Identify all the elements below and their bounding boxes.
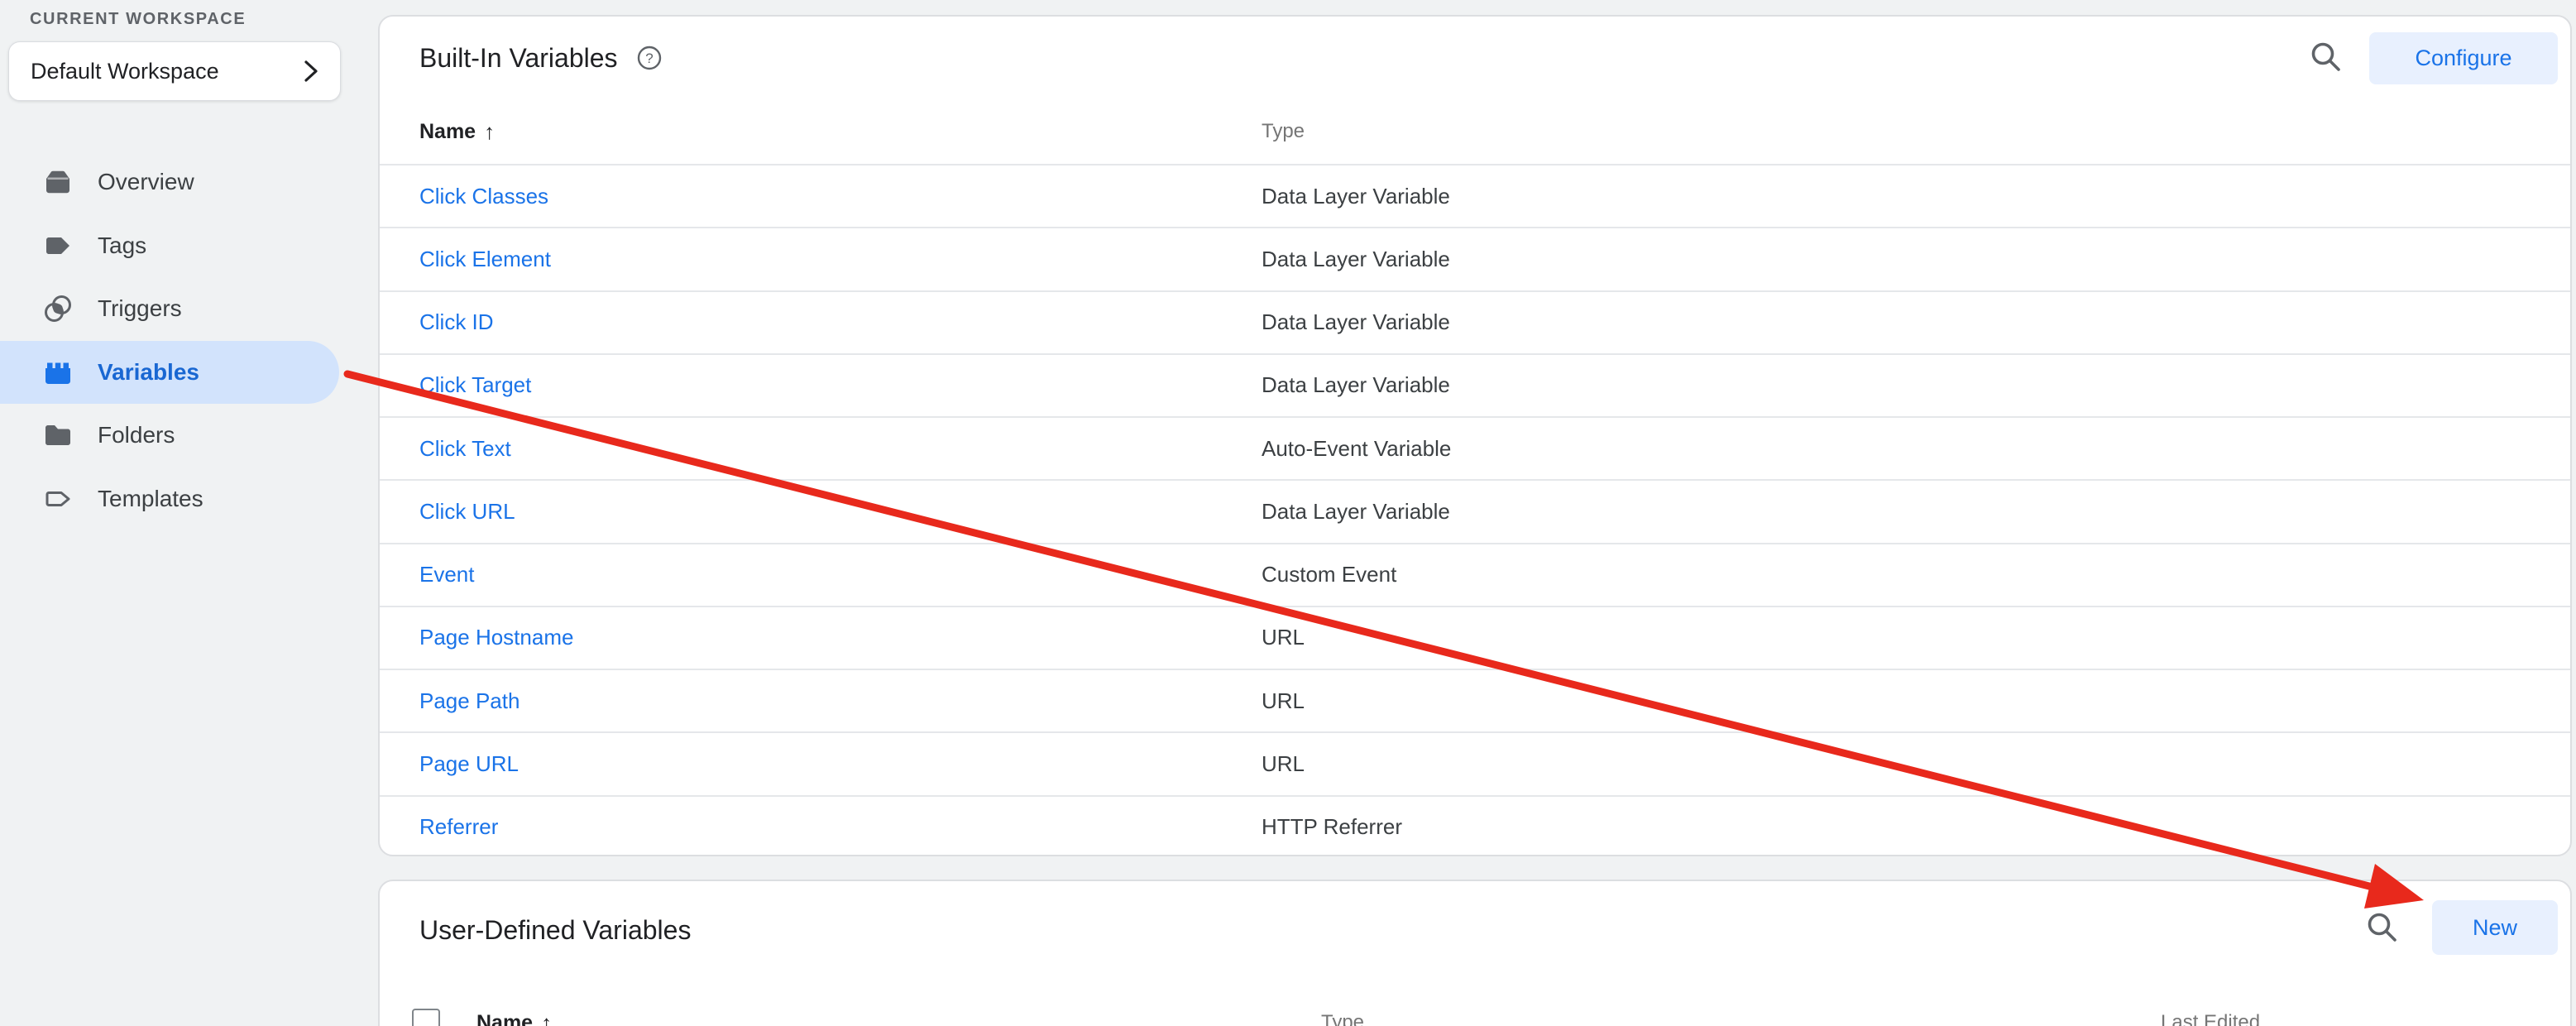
variable-name-link[interactable]: Click Text <box>419 435 511 461</box>
variable-type: HTTP Referrer <box>1262 814 1402 840</box>
chevron-right-icon <box>304 60 318 82</box>
search-icon[interactable] <box>2307 38 2345 76</box>
variable-type: Custom Event <box>1262 562 1397 587</box>
sort-ascending-icon: ↑ <box>484 118 496 144</box>
folder-icon <box>45 425 70 446</box>
variable-name-link[interactable]: Page URL <box>419 751 519 777</box>
variable-type: URL <box>1262 688 1305 713</box>
sidebar-item-label: Variables <box>98 358 199 385</box>
sidebar-item-label: Templates <box>98 485 203 511</box>
new-variable-button[interactable]: New <box>2432 900 2558 955</box>
variable-name-link[interactable]: Click Target <box>419 372 532 398</box>
variables-icon <box>45 362 70 384</box>
column-type: Type <box>1321 1011 1365 1026</box>
sidebar-item-label: Folders <box>98 422 175 448</box>
variable-type: Data Layer Variable <box>1262 246 1450 271</box>
sidebar-nav: Overview Tags Triggers <box>0 151 378 530</box>
builtin-title: Built-In Variables <box>419 42 618 73</box>
user-defined-title: User-Defined Variables <box>419 914 692 945</box>
builtin-variables-card: Built-In Variables ? Configure Name ↑ Ty… <box>378 15 2572 856</box>
variable-name-link[interactable]: Referrer <box>419 814 499 840</box>
sidebar-item-label: Triggers <box>98 295 182 322</box>
variable-name-link[interactable]: Click URL <box>419 498 515 524</box>
table-row: Click Text Auto-Event Variable <box>380 416 2570 479</box>
table-row: Referrer HTTP Referrer <box>380 794 2570 858</box>
tag-icon <box>46 237 69 254</box>
table-row: Click Target Data Layer Variable <box>380 352 2570 416</box>
variable-type: Data Layer Variable <box>1262 183 1450 209</box>
table-row: Page Hostname URL <box>380 605 2570 669</box>
table-row: Click URL Data Layer Variable <box>380 479 2570 542</box>
column-name[interactable]: Name <box>419 119 476 143</box>
overview-icon <box>46 171 69 194</box>
column-type: Type <box>1262 120 1305 142</box>
sidebar-item-label: Tags <box>98 232 147 258</box>
builtin-table-body: Click Classes Data Layer Variable Click … <box>380 164 2570 858</box>
configure-button[interactable]: Configure <box>2369 32 2558 84</box>
triggers-icon <box>45 295 71 323</box>
builtin-card-header: Built-In Variables ? Configure <box>380 17 2570 99</box>
current-workspace-label: CURRENT WORKSPACE <box>30 10 247 28</box>
variable-name-link[interactable]: Click Classes <box>419 183 549 209</box>
user-column-header: Name ↑ Type Last Edited <box>380 990 2570 1026</box>
table-row: Click ID Data Layer Variable <box>380 290 2570 353</box>
workspace-name: Default Workspace <box>31 58 219 84</box>
variable-type: URL <box>1262 751 1305 777</box>
search-icon[interactable] <box>2363 909 2401 947</box>
table-row: Click Classes Data Layer Variable <box>380 164 2570 227</box>
sort-ascending-icon: ↑ <box>541 1009 553 1026</box>
table-row: Page URL URL <box>380 731 2570 794</box>
sidebar-item-variables[interactable]: Variables <box>0 340 339 404</box>
user-card-header: User-Defined Variables New <box>380 881 2570 979</box>
sidebar-item-folders[interactable]: Folders <box>0 404 339 467</box>
variable-type: Data Layer Variable <box>1262 309 1450 335</box>
variable-type: Auto-Event Variable <box>1262 435 1452 461</box>
table-row: Page Path URL <box>380 669 2570 731</box>
column-name[interactable]: Name <box>476 1010 534 1026</box>
user-defined-variables-card: User-Defined Variables New Name ↑ Type L… <box>378 880 2572 1026</box>
variable-type: Data Layer Variable <box>1262 372 1450 398</box>
workspace-selector[interactable]: Default Workspace <box>8 41 341 101</box>
svg-text:?: ? <box>645 50 653 66</box>
table-row: Click Element Data Layer Variable <box>380 227 2570 290</box>
variable-name-link[interactable]: Page Path <box>419 688 520 713</box>
variable-type: URL <box>1262 625 1305 650</box>
sidebar-item-templates[interactable]: Templates <box>0 467 339 531</box>
sidebar-item-triggers[interactable]: Triggers <box>0 277 339 341</box>
variable-name-link[interactable]: Click ID <box>419 309 494 335</box>
variable-name-link[interactable]: Event <box>419 562 475 587</box>
table-row: Event Custom Event <box>380 542 2570 606</box>
help-icon[interactable]: ? <box>636 45 663 71</box>
sidebar-item-label: Overview <box>98 169 194 195</box>
variable-type: Data Layer Variable <box>1262 498 1450 524</box>
sidebar-item-overview[interactable]: Overview <box>0 151 339 214</box>
sidebar-item-tags[interactable]: Tags <box>0 214 339 278</box>
column-last-edited: Last Edited <box>2161 1011 2261 1026</box>
variable-name-link[interactable]: Click Element <box>419 246 551 271</box>
select-all-checkbox[interactable] <box>412 1009 440 1026</box>
template-icon <box>45 491 70 506</box>
sidebar: CURRENT WORKSPACE Default Workspace Over… <box>0 0 378 1026</box>
variable-name-link[interactable]: Page Hostname <box>419 625 574 650</box>
builtin-column-header: Name ↑ Type <box>380 99 2570 164</box>
